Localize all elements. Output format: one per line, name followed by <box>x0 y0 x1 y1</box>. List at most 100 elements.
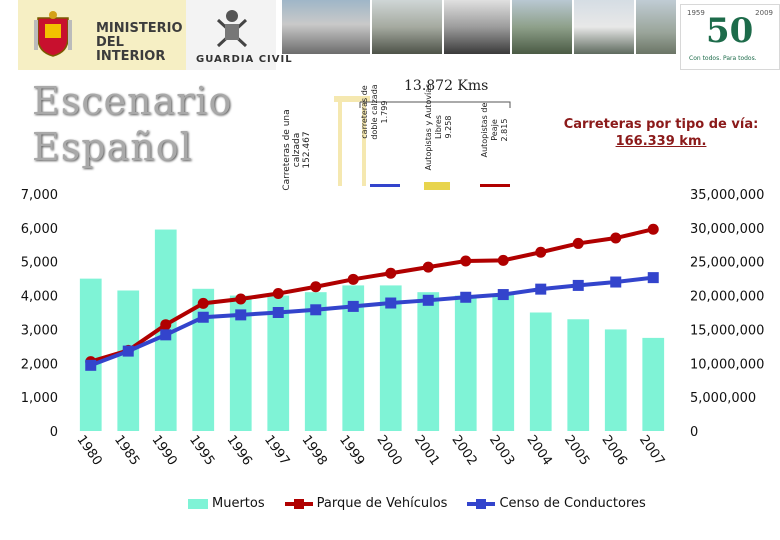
censo-point-2007 <box>647 272 659 284</box>
censo-point-1980 <box>85 359 97 371</box>
legend-label-muertos: Muertos <box>212 496 265 511</box>
bar-muertos-2003 <box>492 293 515 431</box>
censo-point-1998 <box>310 304 322 316</box>
x-axis-tick-label: 2004 <box>523 433 554 469</box>
parque-point-2006 <box>610 232 622 244</box>
photo-motorcycles <box>282 0 370 54</box>
photo-sidecar <box>444 0 510 54</box>
parque-line <box>90 227 654 364</box>
censo-point-2004 <box>535 283 547 295</box>
anniversary-logo: 1959 2009 50 Con todos. Para todos. <box>680 4 780 70</box>
bar-muertos-2007 <box>642 337 665 431</box>
right-axis-tick-label: 0 <box>690 425 698 440</box>
parque-point-1998 <box>310 281 322 293</box>
legend-swatch-parque <box>284 498 313 509</box>
bar-muertos-1999 <box>342 285 365 431</box>
left-axis-tick-label: 3,000 <box>21 323 58 338</box>
parque-point-1995 <box>197 297 209 309</box>
road-type-3-km: 9.258 <box>444 115 453 139</box>
road-total-km: 166.339 km. <box>615 134 707 149</box>
x-axis-tick-label: 1990 <box>148 433 179 469</box>
road-types-graphic <box>334 96 511 190</box>
road-type-3-name: Autopistas y Autovías Libres <box>424 83 443 171</box>
road-types-heading: Carreteras por tipo de vía: <box>563 117 759 132</box>
photo-patrol-car <box>574 0 634 54</box>
legend-item-censo: Censo de Conductores <box>467 496 646 511</box>
bar-muertos-2004 <box>529 312 552 431</box>
coat-of-arms-icon <box>34 11 72 57</box>
parque-point-1999 <box>347 273 359 285</box>
x-axis-tick-label: 2007 <box>636 433 667 469</box>
x-axis-tick-label: 2006 <box>598 433 629 469</box>
guardia-civil-emblem-icon <box>216 10 248 48</box>
censo-point-2002 <box>460 291 472 303</box>
censo-point-2005 <box>572 279 584 291</box>
photo-officers <box>372 0 442 54</box>
x-axis-tick-label: 2000 <box>373 433 404 469</box>
anniversary-number: 50 <box>706 11 754 51</box>
photo-traffic-control <box>512 0 572 54</box>
censo-point-2001 <box>422 294 434 306</box>
censo-point-2003 <box>497 289 509 301</box>
censo-point-2006 <box>610 276 622 288</box>
road-type-2-icon <box>370 184 400 187</box>
guardia-civil-logo <box>186 0 276 70</box>
legend-item-parque: Parque de Vehículos <box>284 496 447 511</box>
bar-muertos-2000 <box>379 285 402 431</box>
accident-trend-chart: 0 1,000 2,000 3,000 4,000 5,000 6,000 7,000 0 5,0… <box>21 188 765 469</box>
x-axis-tick-label: 2003 <box>486 433 517 469</box>
road-type-4-name: Autopistas de Peaje <box>480 102 499 158</box>
parque-point-2007 <box>647 223 659 235</box>
anniversary-year-start: 1959 <box>687 9 705 17</box>
x-axis-tick-label: 1997 <box>261 433 292 469</box>
censo-line <box>90 275 654 368</box>
bar-muertos-2002 <box>454 295 477 431</box>
parque-point-2005 <box>572 237 584 249</box>
anniversary-motto: Con todos. Para todos. <box>689 55 757 62</box>
censo-point-1995 <box>197 311 209 323</box>
road-type-3-icon <box>424 182 450 190</box>
photo-road <box>636 0 676 54</box>
x-axis-tick-label: 1995 <box>186 433 217 469</box>
right-axis-tick-label: 15,000,000 <box>690 323 764 338</box>
censo-point-1999 <box>347 300 359 312</box>
guardia-civil-label: GUARDIA CIVIL <box>196 54 293 65</box>
road-type-4-label: Autopistas de Peaje 2.815 <box>480 100 510 160</box>
bar-muertos-1996 <box>229 295 252 431</box>
road-types-title: Carreteras por tipo de vía: 166.339 km. <box>556 116 766 150</box>
right-axis-tick-label: 20,000,000 <box>690 290 764 305</box>
right-axis-tick-label: 25,000,000 <box>690 256 764 271</box>
left-axis-tick-label: 6,000 <box>21 222 58 237</box>
left-axis-tick-label: 4,000 <box>21 290 58 305</box>
parque-point-2004 <box>535 246 547 258</box>
bar-muertos-2006 <box>604 329 627 431</box>
bar-muertos-1980 <box>79 278 102 431</box>
bar-muertos-1997 <box>267 295 290 431</box>
left-axis-tick-label: 0 <box>50 425 58 440</box>
anniversary-year-end: 2009 <box>755 9 773 17</box>
bar-muertos-1985 <box>117 290 140 431</box>
road-type-2-label: carreteras de doble calzada 1.799 <box>360 74 390 150</box>
parque-point-2001 <box>422 261 434 273</box>
header-banner: MINISTERIO DEL INTERIOR GUARDIA CIVIL 19… <box>0 0 780 72</box>
legend-item-muertos: Muertos <box>188 496 265 511</box>
parque-point-2003 <box>497 254 509 266</box>
right-axis-tick-label: 10,000,000 <box>690 357 764 372</box>
parque-point-1996 <box>235 293 247 305</box>
x-axis-tick-label: 2002 <box>448 433 479 469</box>
bar-muertos-1995 <box>192 288 215 431</box>
ministry-name: MINISTERIO DEL INTERIOR <box>96 22 186 64</box>
censo-point-1997 <box>272 307 284 318</box>
road-type-2-name: carreteras de doble calzada <box>360 84 379 140</box>
legend-swatch-censo <box>467 498 496 509</box>
page-title-line2: Español <box>32 125 193 169</box>
anniversary-years: 1959 2009 <box>687 9 773 17</box>
right-axis-tick-label: 5,000,000 <box>690 391 756 406</box>
left-axis-tick-label: 1,000 <box>21 391 58 406</box>
parque-point-2002 <box>460 255 472 267</box>
ministry-logo: MINISTERIO DEL INTERIOR <box>18 0 186 70</box>
road-type-2-km: 1.799 <box>380 100 389 124</box>
bar-muertos-1998 <box>304 292 327 431</box>
x-axis-tick-label: 2001 <box>411 433 442 469</box>
censo-point-1996 <box>235 309 247 321</box>
